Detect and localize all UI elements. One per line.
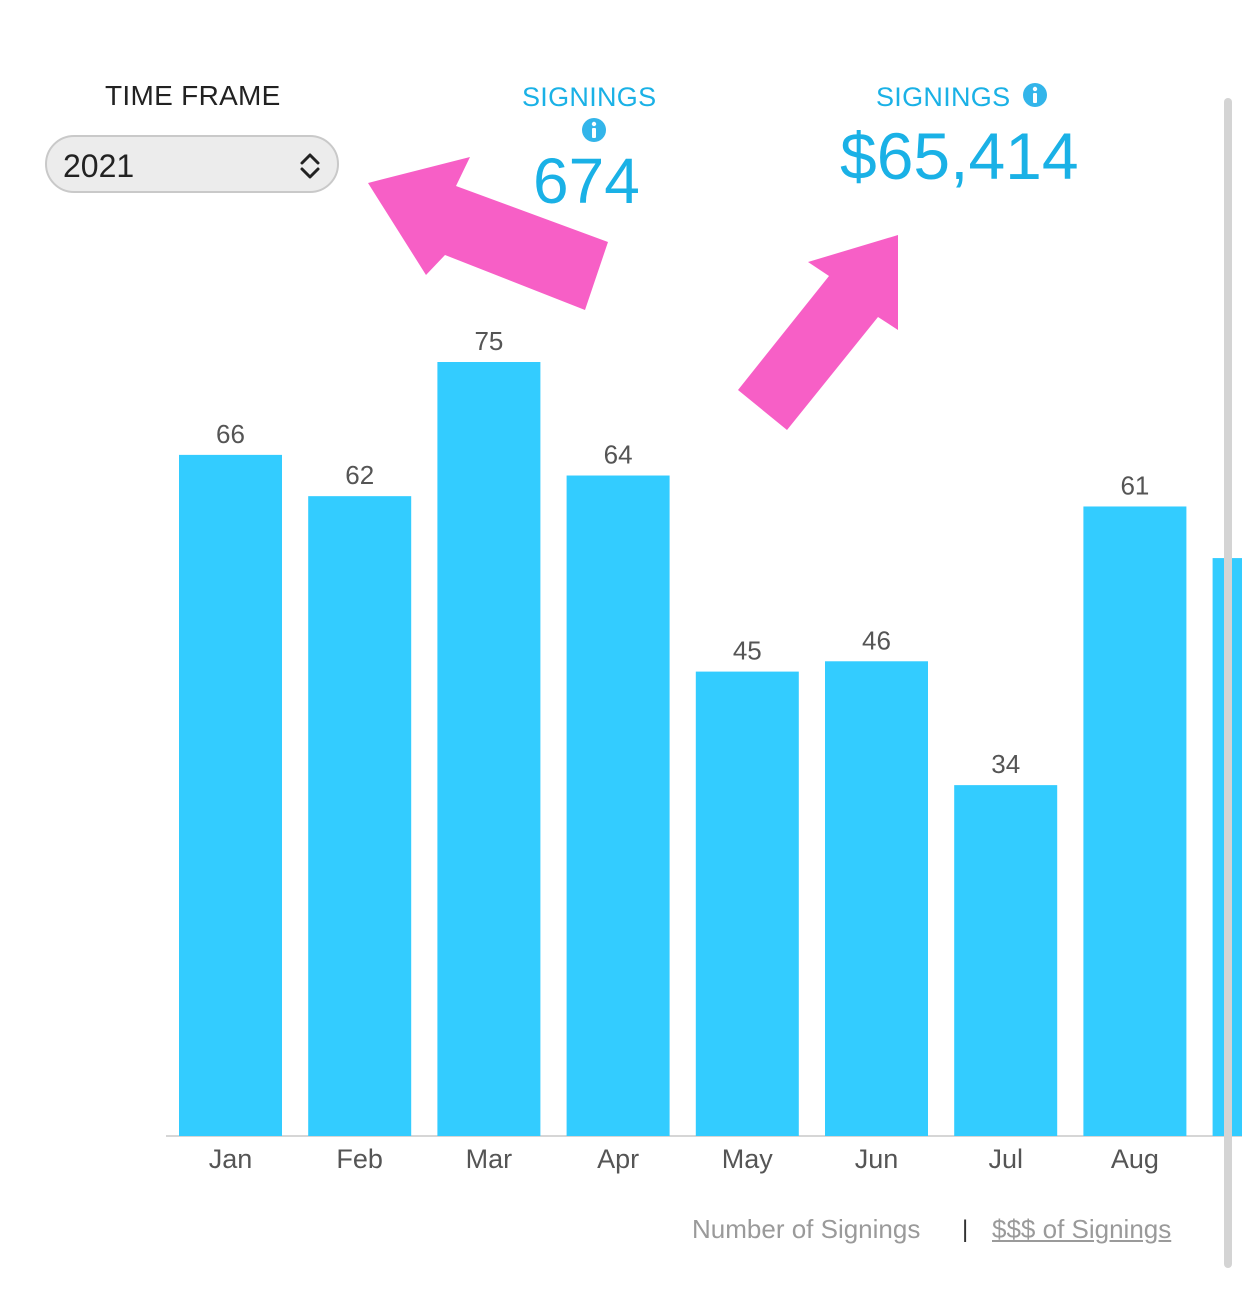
data-label: 64 [604, 440, 633, 470]
bar-may[interactable] [695, 671, 799, 1136]
data-label: 66 [216, 419, 245, 449]
bar-mar[interactable] [437, 362, 541, 1136]
footer-separator: | [962, 1216, 969, 1243]
signings-amount-label: SIGNINGS [876, 82, 1011, 112]
data-label: 62 [345, 460, 374, 490]
dollar-signings-link[interactable]: $$$ of Signings [992, 1214, 1172, 1244]
info-icon[interactable] [1022, 82, 1048, 108]
bar-apr[interactable] [566, 475, 670, 1136]
time-frame-select[interactable]: 2021 [45, 135, 339, 193]
annotation-arrow [368, 157, 608, 310]
bar-aug[interactable] [1083, 506, 1187, 1137]
bar-jun[interactable] [825, 661, 928, 1136]
up-down-chevron-icon [300, 153, 320, 179]
number-of-signings-link[interactable]: Number of Signings [692, 1214, 921, 1244]
x-tick-label: Feb [336, 1144, 383, 1174]
data-label: 46 [862, 625, 891, 655]
time-frame-label: TIME FRAME [105, 80, 281, 111]
data-label: 34 [991, 749, 1020, 779]
bar-feb[interactable] [308, 496, 412, 1136]
annotation-arrow [738, 235, 898, 430]
x-tick-label: Jan [209, 1144, 253, 1174]
vertical-scrollbar[interactable] [1224, 98, 1232, 1268]
x-tick-label: May [722, 1144, 774, 1174]
bar-jan[interactable] [179, 454, 282, 1136]
x-tick-label: Apr [597, 1144, 639, 1174]
data-label: 75 [474, 326, 503, 356]
x-tick-label: Aug [1111, 1144, 1159, 1174]
signings-count-value: 674 [533, 145, 640, 217]
data-label: 45 [733, 636, 762, 666]
time-frame-value: 2021 [63, 148, 135, 184]
x-tick-label: Jul [988, 1144, 1023, 1174]
signings-count-label: SIGNINGS [522, 82, 657, 112]
info-icon[interactable] [581, 117, 607, 143]
data-label: 61 [1120, 470, 1149, 500]
bar-jul[interactable] [954, 785, 1058, 1136]
x-tick-label: Mar [466, 1144, 513, 1174]
x-tick-label: Jun [855, 1144, 899, 1174]
signings-amount-value: $65,414 [840, 119, 1079, 193]
